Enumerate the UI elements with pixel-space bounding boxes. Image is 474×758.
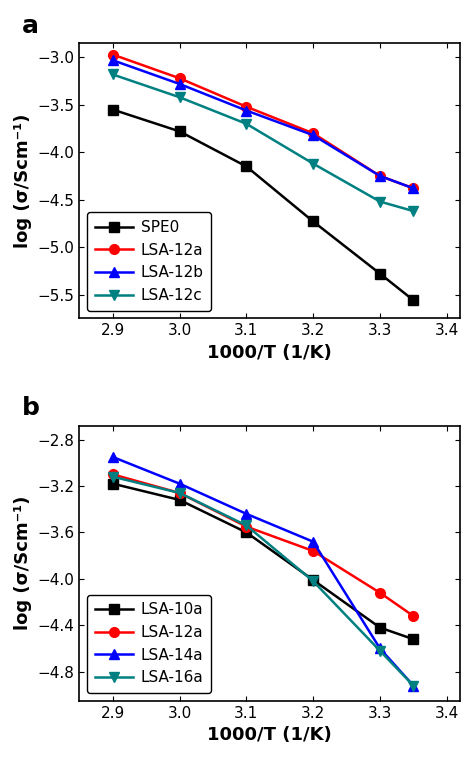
LSA-12b — [410, 183, 416, 193]
Line: LSA-12a: LSA-12a — [108, 50, 418, 193]
LSA-12c — [377, 197, 383, 206]
SPE0 — [244, 162, 249, 171]
Line: LSA-16a: LSA-16a — [108, 472, 418, 691]
LSA-12a — [244, 102, 249, 111]
LSA-12a — [110, 470, 116, 479]
LSA-16a — [410, 681, 416, 690]
SPE0 — [177, 127, 182, 136]
Line: LSA-12a: LSA-12a — [108, 469, 418, 621]
LSA-12a — [410, 183, 416, 193]
Line: LSA-14a: LSA-14a — [108, 452, 418, 691]
LSA-14a — [244, 509, 249, 518]
LSA-12b — [310, 130, 316, 139]
LSA-12a — [377, 588, 383, 597]
Text: a: a — [22, 14, 39, 38]
LSA-10a — [377, 623, 383, 632]
LSA-12b — [110, 56, 116, 65]
SPE0 — [377, 269, 383, 278]
LSA-12a — [410, 612, 416, 621]
LSA-16a — [377, 647, 383, 656]
LSA-12c — [410, 206, 416, 215]
LSA-16a — [110, 472, 116, 481]
SPE0 — [410, 296, 416, 305]
LSA-16a — [310, 577, 316, 586]
Y-axis label: log (σ/Scm⁻¹): log (σ/Scm⁻¹) — [14, 496, 32, 631]
LSA-14a — [310, 537, 316, 547]
Y-axis label: log (σ/Scm⁻¹): log (σ/Scm⁻¹) — [14, 114, 32, 248]
LSA-12b — [377, 171, 383, 180]
LSA-12c — [177, 92, 182, 102]
LSA-12a — [310, 547, 316, 556]
LSA-10a — [410, 634, 416, 644]
LSA-14a — [377, 644, 383, 653]
Legend: SPE0, LSA-12a, LSA-12b, LSA-12c: SPE0, LSA-12a, LSA-12b, LSA-12c — [87, 212, 211, 311]
Legend: LSA-10a, LSA-12a, LSA-14a, LSA-16a: LSA-10a, LSA-12a, LSA-14a, LSA-16a — [87, 595, 211, 693]
Line: LSA-10a: LSA-10a — [108, 479, 418, 644]
LSA-12a — [310, 129, 316, 138]
Line: SPE0: SPE0 — [108, 105, 418, 305]
Text: b: b — [22, 396, 40, 420]
LSA-12c — [310, 159, 316, 168]
LSA-14a — [110, 453, 116, 462]
LSA-12c — [244, 119, 249, 128]
LSA-12a — [177, 488, 182, 497]
LSA-14a — [410, 681, 416, 690]
LSA-12a — [244, 522, 249, 531]
X-axis label: 1000/T (1/K): 1000/T (1/K) — [208, 343, 332, 362]
SPE0 — [310, 217, 316, 226]
LSA-12a — [377, 171, 383, 180]
SPE0 — [110, 105, 116, 114]
X-axis label: 1000/T (1/K): 1000/T (1/K) — [208, 726, 332, 744]
LSA-10a — [177, 496, 182, 505]
Line: LSA-12b: LSA-12b — [108, 55, 418, 193]
LSA-12c — [110, 70, 116, 79]
LSA-12b — [177, 80, 182, 89]
LSA-12a — [110, 50, 116, 59]
LSA-14a — [177, 479, 182, 488]
LSA-10a — [110, 479, 116, 488]
LSA-16a — [244, 521, 249, 530]
LSA-16a — [177, 488, 182, 497]
LSA-10a — [310, 575, 316, 584]
Line: LSA-12c: LSA-12c — [108, 70, 418, 216]
LSA-12a — [177, 74, 182, 83]
LSA-10a — [244, 528, 249, 537]
LSA-12b — [244, 106, 249, 115]
